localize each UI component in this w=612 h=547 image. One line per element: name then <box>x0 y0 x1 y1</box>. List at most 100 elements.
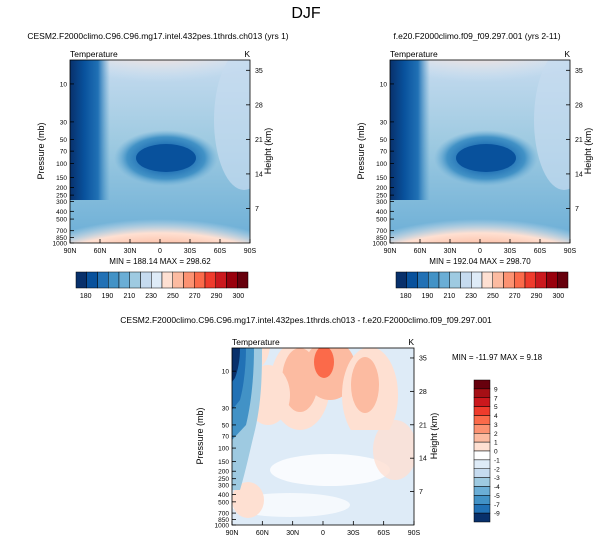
y-tick-label: 200 <box>56 185 67 192</box>
x-tick-label: 90S <box>564 248 577 255</box>
colorbar-label: -4 <box>494 484 500 491</box>
colorbar-label: -1 <box>494 457 500 464</box>
colorbar-label: 230 <box>145 293 157 300</box>
colorbar-swatch <box>108 271 120 289</box>
y-tick-label-right: 21 <box>419 422 427 429</box>
colorbar-swatch <box>172 271 184 289</box>
colorbar-swatch <box>557 271 569 289</box>
x-tick-label: 0 <box>158 248 162 255</box>
colorbar-label: -2 <box>494 466 500 473</box>
y-tick-label-right: 14 <box>575 171 583 178</box>
y-tick-label: 100 <box>218 446 229 453</box>
colorbar-swatch <box>129 271 141 289</box>
colorbar-swatch <box>215 271 227 289</box>
y-axis-label: Pressure (mb) <box>195 407 205 464</box>
y-tick-label: 30 <box>222 405 230 412</box>
colorbar-swatch <box>535 271 547 289</box>
y-tick-label: 700 <box>218 511 229 518</box>
x-tick-label: 90S <box>408 530 421 537</box>
colorbar-swatch <box>449 271 461 289</box>
y-axis-label-right: Height (km) <box>583 128 593 175</box>
colorbar-swatch <box>194 271 206 289</box>
colorbar-label: 4 <box>494 413 498 420</box>
y-tick-label: 10 <box>60 81 68 88</box>
panel-title: CESM2.F2000climo.C96.C96.mg17.intel.432p… <box>27 31 288 41</box>
x-tick-label: 60N <box>94 248 107 255</box>
colorbar-swatch <box>183 271 195 289</box>
y-tick-label: 30 <box>60 119 68 126</box>
colorbar-swatch <box>492 271 504 289</box>
x-tick-label: 90S <box>244 248 257 255</box>
x-tick-label: 30S <box>504 248 517 255</box>
colorbar-swatch <box>473 504 491 514</box>
y-tick-label: 70 <box>380 149 388 156</box>
colorbar-swatch <box>473 406 491 416</box>
colorbar-swatch <box>473 415 491 425</box>
colorbar-swatch <box>161 271 173 289</box>
y-tick-label: 10 <box>380 81 388 88</box>
x-tick-label: 60S <box>214 248 227 255</box>
colorbar-label: 0 <box>494 449 498 456</box>
colorbar-swatch <box>97 271 109 289</box>
figure-title: DJF <box>291 5 321 22</box>
colorbar-swatch <box>514 271 526 289</box>
colorbar-label: 290 <box>211 293 223 300</box>
x-tick-label: 30N <box>444 248 457 255</box>
colorbar-swatch <box>473 379 491 390</box>
y-tick-label: 500 <box>218 499 229 506</box>
y-tick-label: 1000 <box>53 241 68 248</box>
y-tick-label-right: 14 <box>419 456 427 463</box>
colorbar-swatch <box>237 271 249 289</box>
x-tick-label: 30N <box>124 248 137 255</box>
colorbar-swatch <box>417 271 429 289</box>
colorbar-label: 210 <box>123 293 135 300</box>
colorbar-swatch <box>473 450 491 461</box>
colorbar-swatch <box>503 271 515 289</box>
colorbar-swatch <box>473 388 491 398</box>
colorbar-swatch <box>75 271 87 289</box>
y-tick-label-right: 28 <box>255 102 263 109</box>
colorbar-label: 300 <box>232 293 244 300</box>
y-tick-label-right: 21 <box>255 137 263 144</box>
x-tick-label: 0 <box>321 530 325 537</box>
colorbar-label: -3 <box>494 475 500 482</box>
colorbar-swatch <box>473 486 491 496</box>
x-tick-label: 60N <box>256 530 269 537</box>
colorbar-label: 270 <box>189 293 201 300</box>
panel-model: CESM2.F2000climo.C96.C96.mg17.intel.432p… <box>27 31 288 300</box>
colorbar-swatch <box>140 271 152 289</box>
y-tick-label-right: 7 <box>575 206 579 213</box>
colorbar-swatch <box>86 271 98 289</box>
colorbar-swatch <box>473 468 491 478</box>
y-tick-label: 400 <box>56 209 67 216</box>
y-tick-label: 200 <box>218 469 229 476</box>
y-tick-label-right: 7 <box>419 489 423 496</box>
y-tick-label: 300 <box>218 482 229 489</box>
y-tick-label-right: 21 <box>575 137 583 144</box>
stats-text: MIN = 188.14 MAX = 298.62 <box>109 257 211 266</box>
colorbar-label: 210 <box>443 293 455 300</box>
colorbar-swatch <box>406 271 418 289</box>
colorbar-label: -9 <box>494 511 500 518</box>
y-tick-label: 250 <box>56 193 67 200</box>
x-tick-label: 90N <box>226 530 239 537</box>
y-tick-label: 100 <box>376 161 387 168</box>
x-tick-label: 60N <box>414 248 427 255</box>
x-tick-label: 30N <box>286 530 299 537</box>
y-tick-label: 150 <box>218 459 229 466</box>
colorbar-swatch <box>481 271 493 289</box>
panel-observation: f.e20.F2000climo.f09_f09.297.001 (yrs 2-… <box>356 31 593 300</box>
y-axis-label: Pressure (mb) <box>36 122 46 179</box>
y-tick-label-right: 28 <box>575 102 583 109</box>
y-tick-label: 10 <box>222 369 230 376</box>
y-axis-label: Pressure (mb) <box>356 122 366 179</box>
y-tick-label: 50 <box>380 137 388 144</box>
panel-difference: CESM2.F2000climo.C96.C96.mg17.intel.432p… <box>120 315 542 537</box>
colorbar-label: 5 <box>494 404 498 411</box>
y-axis-label-right: Height (km) <box>263 128 273 175</box>
y-tick-label-right: 28 <box>419 389 427 396</box>
x-tick-label: 60S <box>534 248 547 255</box>
colorbar-swatch <box>204 271 216 289</box>
x-tick-label: 30S <box>347 530 360 537</box>
variable-label: Temperature <box>70 49 118 59</box>
